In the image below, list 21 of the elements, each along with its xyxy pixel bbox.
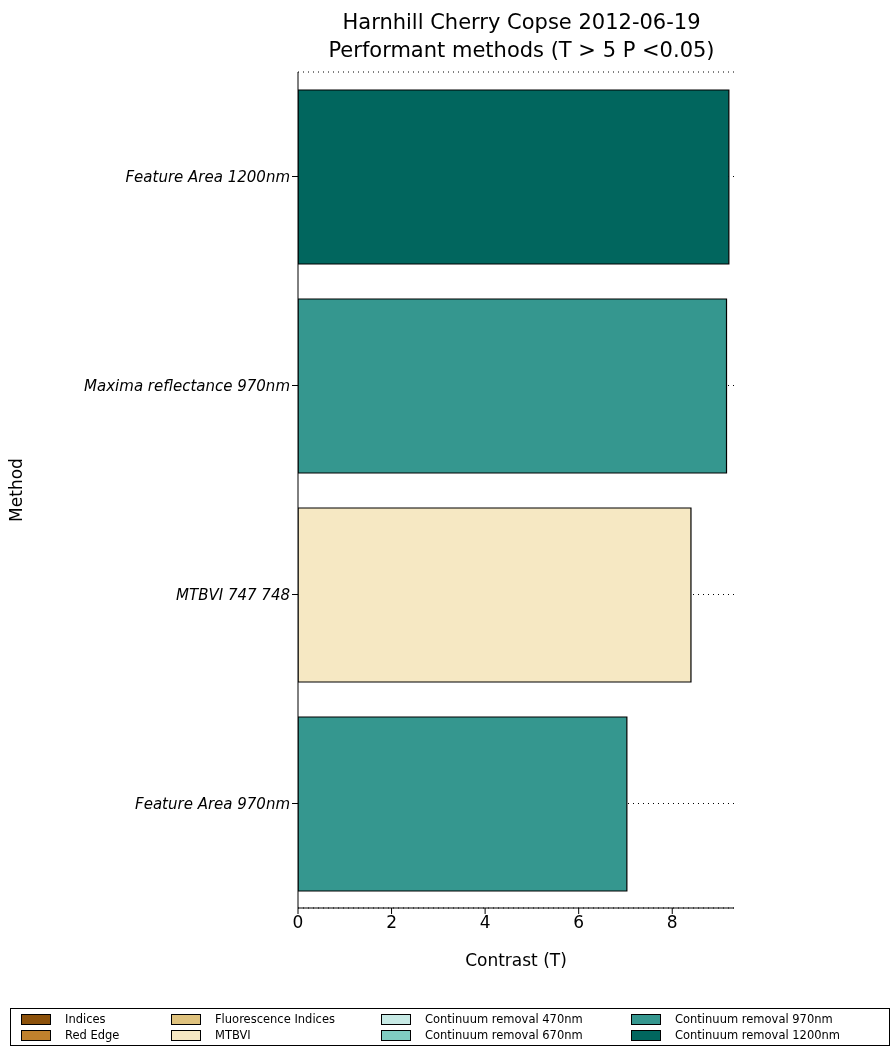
x-tick-label: 4: [479, 912, 491, 933]
legend-label: MTBVI: [215, 1028, 251, 1042]
x-axis-title: Contrast (T): [465, 950, 567, 970]
legend-label: Red Edge: [65, 1028, 120, 1042]
legend-label: Continuum removal 970nm: [675, 1012, 833, 1026]
y-tick-label: Feature Area 970nm: [135, 794, 290, 813]
x-tick-label: 6: [573, 912, 585, 933]
chart-title: Harnhill Cherry Copse 2012-06-19: [341, 9, 702, 36]
y-axis-title: Method: [6, 458, 27, 522]
legend-label: Continuum removal 470nm: [425, 1012, 583, 1026]
y-tick-label: Maxima reflectance 970nm: [84, 376, 290, 395]
chart-subtitle: Performant methods (T > 5 P <0.05): [327, 37, 716, 64]
x-tick-label: 8: [666, 912, 678, 933]
legend-label: Fluorescence Indices: [215, 1012, 335, 1026]
legend-label: Continuum removal 1200nm: [675, 1028, 841, 1042]
x-tick-label: 2: [386, 912, 397, 933]
legend-label: Indices: [65, 1012, 106, 1026]
legend-label: Continuum removal 670nm: [425, 1028, 583, 1042]
y-tick-label: Feature Area 1200nm: [125, 167, 290, 186]
y-tick-label: MTBVI 747 748: [176, 585, 290, 604]
x-tick-label: 0: [292, 912, 304, 933]
